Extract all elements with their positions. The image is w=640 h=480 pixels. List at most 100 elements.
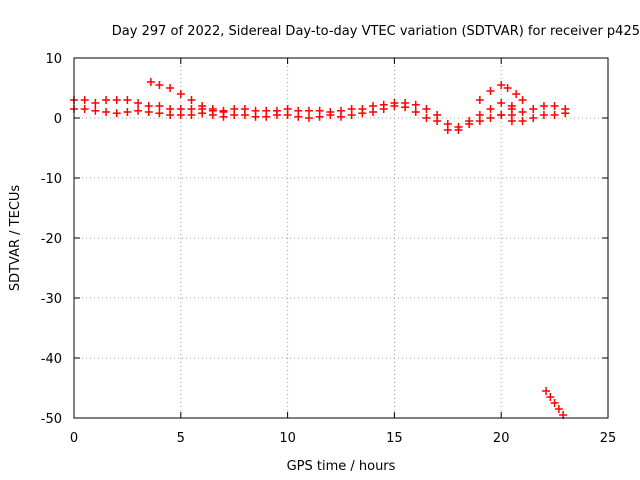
data-point [358,109,367,118]
x-tick-label: 5 [177,431,185,446]
data-point [529,105,538,113]
data-point [550,111,559,119]
data-point [219,108,228,116]
data-layer [70,78,570,419]
data-point [347,111,356,119]
data-point [91,106,100,115]
data-point [486,87,495,95]
data-point [518,117,527,125]
data-point [198,102,207,110]
x-tick-label: 15 [386,431,403,446]
data-point [102,108,111,116]
data-point [144,108,153,116]
data-point [379,105,388,113]
tick-layer: 0 5 10 15 20 25 10 0 -10 -20 -30 -40 -50 [41,52,617,446]
data-point [465,120,474,128]
data-point [262,112,271,121]
data-point [512,90,521,98]
data-point [486,114,495,122]
data-point [539,102,548,110]
data-point [80,96,89,104]
series-arc-late [475,81,527,104]
data-point [187,111,196,119]
data-point [155,109,164,118]
data-point [542,387,551,395]
data-point [304,106,313,115]
data-point [411,100,420,109]
data-point [411,108,420,116]
data-point [230,111,239,119]
data-point [146,78,155,86]
data-point [166,84,175,92]
data-point [503,84,512,92]
data-point [486,105,495,113]
series-main-band-upper [70,96,516,131]
data-point [507,117,516,125]
data-point [187,96,196,104]
data-point [497,81,506,89]
series-late-tail-upper [507,102,570,116]
y-tick-label: -50 [41,412,62,427]
data-point [240,111,249,119]
data-point [443,126,452,134]
data-point [251,112,260,121]
data-point [166,111,175,119]
x-axis-label: GPS time / hours [287,459,396,474]
series-outlier-drop [542,387,568,419]
data-point [155,102,164,110]
data-point [123,108,132,116]
y-tick-label: 10 [45,52,62,67]
data-point [155,81,164,89]
data-point [518,108,527,116]
data-point [433,117,442,125]
data-point [80,105,89,113]
data-point [475,117,484,125]
y-axis-label: SDTVAR / TECUs [8,185,23,292]
data-point [539,111,548,119]
data-point [369,108,378,116]
data-point [529,114,538,122]
x-tick-label: 10 [279,431,296,446]
data-point [337,112,345,121]
x-tick-label: 25 [600,431,617,446]
data-point [326,111,335,119]
series-arc-early [146,78,228,116]
data-point [315,112,324,121]
series-late-tail-lower [497,109,570,125]
data-point [208,105,217,113]
data-point [550,399,559,407]
data-point [176,111,185,119]
data-point [475,96,484,104]
data-point [422,114,431,122]
data-point [91,99,100,107]
y-tick-label: -20 [41,232,62,247]
y-tick-label: 0 [54,112,62,127]
data-point [102,96,111,104]
y-tick-label: -10 [41,172,62,187]
data-point [176,90,185,98]
data-point [497,111,506,119]
data-point [561,109,570,118]
data-point [401,103,410,112]
x-tick-label: 20 [493,431,510,446]
data-point [112,109,121,118]
data-point [497,99,506,107]
data-point [123,96,132,104]
y-tick-label: -30 [41,292,62,307]
data-point [554,405,563,413]
data-point [198,109,207,118]
data-point [550,102,559,110]
data-point [272,111,281,119]
x-tick-label: 0 [70,431,78,446]
data-point [304,114,313,122]
data-point [518,96,527,104]
data-point [283,111,292,119]
y-tick-label: -40 [41,352,62,367]
data-point [390,102,399,110]
data-point [454,126,463,134]
data-point [507,105,516,113]
data-point [294,112,303,121]
data-point [134,106,143,115]
data-point [546,393,555,401]
chart-title: Day 297 of 2022, Sidereal Day-to-day VTE… [112,24,640,39]
